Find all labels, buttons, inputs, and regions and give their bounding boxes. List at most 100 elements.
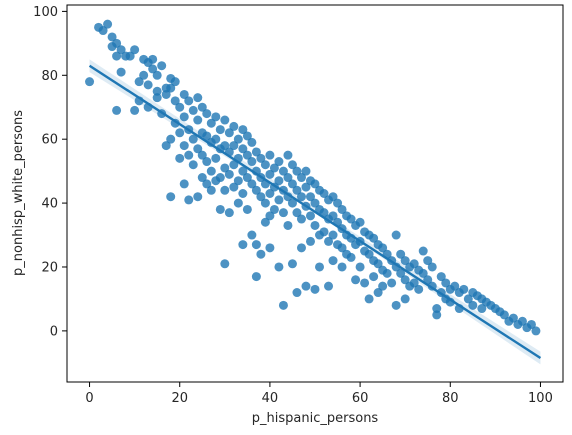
data-point (220, 259, 230, 269)
data-point (256, 249, 266, 259)
data-point (206, 118, 216, 128)
data-point (508, 313, 518, 323)
data-point (193, 192, 203, 202)
x-tick-label: 60 (352, 391, 369, 406)
x-axis-ticks: 0 20 40 60 80 100 (85, 382, 553, 406)
data-point (247, 137, 257, 147)
data-point (265, 211, 275, 221)
data-point (116, 67, 126, 77)
data-point (197, 102, 207, 112)
data-point (310, 284, 320, 294)
data-point (387, 278, 397, 288)
data-point (251, 272, 261, 282)
data-point (450, 281, 460, 291)
data-point (301, 281, 311, 291)
data-point (287, 259, 297, 269)
data-point (265, 150, 275, 160)
data-point (324, 281, 334, 291)
data-point (166, 192, 176, 202)
data-point (409, 278, 419, 288)
data-point (396, 249, 406, 259)
data-point (427, 262, 437, 272)
data-point (179, 112, 189, 122)
data-point (116, 45, 126, 55)
data-point (337, 262, 347, 272)
data-point (278, 166, 288, 176)
data-point (333, 198, 343, 208)
data-point (98, 26, 108, 36)
data-point (310, 220, 320, 230)
data-point (220, 141, 230, 151)
data-point (112, 105, 122, 115)
data-point (463, 294, 473, 304)
data-point (85, 77, 95, 87)
data-point (166, 134, 176, 144)
data-point (238, 125, 248, 135)
data-point (477, 304, 487, 314)
data-point (346, 214, 356, 224)
x-tick-label: 0 (85, 391, 93, 406)
data-point (251, 240, 261, 250)
data-point (247, 179, 257, 189)
plot-frame (66, 4, 564, 383)
data-point (531, 326, 541, 336)
data-point (184, 150, 194, 160)
data-point (197, 150, 207, 160)
data-point (305, 236, 315, 246)
data-point (224, 128, 234, 138)
data-point (148, 54, 158, 64)
regression-line (88, 64, 542, 360)
data-point (287, 179, 297, 189)
data-point (130, 45, 140, 55)
data-point (315, 262, 325, 272)
data-point (224, 208, 234, 218)
data-point (265, 189, 275, 198)
x-tick-label: 20 (171, 391, 188, 406)
data-point (499, 310, 509, 320)
data-point (418, 268, 428, 278)
data-point (202, 179, 212, 189)
data-point (251, 185, 261, 195)
data-point (202, 131, 212, 141)
data-point (260, 217, 270, 227)
data-point (175, 128, 185, 138)
y-tick-label: 100 (33, 5, 58, 20)
data-point (305, 192, 315, 202)
data-point (423, 275, 433, 285)
data-point (373, 259, 383, 269)
data-point (391, 230, 401, 240)
data-point (441, 278, 451, 288)
data-point (197, 173, 207, 183)
data-point (355, 262, 365, 272)
data-point (184, 96, 194, 106)
data-point (310, 198, 320, 208)
y-axis-ticks: 0 20 40 60 80 100 (33, 5, 67, 339)
data-point (256, 153, 266, 163)
x-tick-label: 40 (262, 391, 279, 406)
data-point (292, 288, 302, 298)
data-point (242, 173, 252, 183)
data-point (418, 246, 428, 256)
data-point (175, 102, 185, 112)
data-point (378, 281, 388, 291)
data-point (103, 19, 113, 29)
data-point (148, 64, 158, 74)
data-point (328, 256, 338, 266)
data-point (432, 304, 442, 314)
data-point (242, 204, 252, 214)
data-point (188, 160, 198, 170)
data-point (301, 182, 311, 192)
data-point (125, 51, 135, 61)
data-point (278, 300, 288, 310)
data-point (229, 160, 239, 170)
data-point (283, 220, 293, 230)
data-point (179, 141, 189, 151)
data-point (319, 189, 329, 198)
data-point (351, 275, 361, 285)
data-point (526, 319, 536, 329)
data-point (382, 268, 392, 278)
data-point (215, 125, 225, 135)
data-point (373, 288, 383, 298)
data-point (337, 243, 347, 253)
data-point (202, 109, 212, 119)
